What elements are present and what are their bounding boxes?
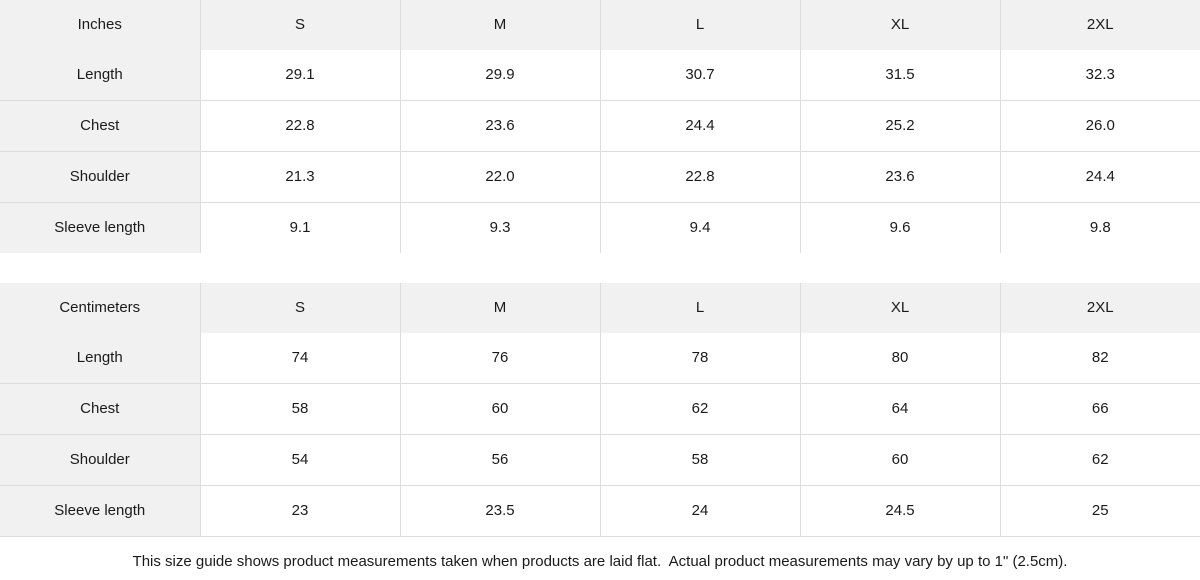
cell-length-l: 78 bbox=[600, 333, 801, 384]
size-table-inches: Inches S M L XL 2XL Length 29.1 29.9 30.… bbox=[0, 0, 1200, 253]
size-guide-note: This size guide shows product measuremen… bbox=[0, 536, 1200, 580]
size-header-l: L bbox=[600, 0, 801, 50]
size-header-2xl: 2XL bbox=[1000, 0, 1200, 50]
size-header-2xl: 2XL bbox=[1000, 283, 1200, 333]
size-header-xl: XL bbox=[800, 0, 1001, 50]
cell-chest-2xl: 66 bbox=[1000, 383, 1200, 435]
cell-length-s: 29.1 bbox=[200, 50, 401, 101]
table-row: Chest 58 60 62 64 66 bbox=[0, 383, 1200, 435]
cell-shoulder-s: 21.3 bbox=[200, 151, 401, 203]
size-table-inches-head: Inches S M L XL 2XL bbox=[0, 0, 1200, 50]
table-row: Shoulder 54 56 58 60 62 bbox=[0, 434, 1200, 486]
size-table-centimeters: Centimeters S M L XL 2XL Length 74 76 78… bbox=[0, 283, 1200, 536]
cell-chest-m: 60 bbox=[400, 383, 601, 435]
cell-shoulder-m: 22.0 bbox=[400, 151, 601, 203]
size-header-m: M bbox=[400, 283, 601, 333]
cell-length-m: 29.9 bbox=[400, 50, 601, 101]
table-header-row: Centimeters S M L XL 2XL bbox=[0, 283, 1200, 333]
table-row: Chest 22.8 23.6 24.4 25.2 26.0 bbox=[0, 100, 1200, 152]
cell-length-s: 74 bbox=[200, 333, 401, 384]
cell-chest-xl: 64 bbox=[800, 383, 1001, 435]
row-label-length: Length bbox=[0, 333, 201, 384]
cell-chest-2xl: 26.0 bbox=[1000, 100, 1200, 152]
cell-length-2xl: 32.3 bbox=[1000, 50, 1200, 101]
unit-header-centimeters: Centimeters bbox=[0, 283, 201, 333]
cell-chest-l: 62 bbox=[600, 383, 801, 435]
row-label-shoulder: Shoulder bbox=[0, 434, 201, 486]
table-row: Sleeve length 9.1 9.3 9.4 9.6 9.8 bbox=[0, 202, 1200, 253]
cell-sleeve-length-xl: 24.5 bbox=[800, 485, 1001, 536]
row-label-length: Length bbox=[0, 50, 201, 101]
size-header-m: M bbox=[400, 0, 601, 50]
cell-length-m: 76 bbox=[400, 333, 601, 384]
cell-chest-s: 22.8 bbox=[200, 100, 401, 152]
cell-shoulder-l: 22.8 bbox=[600, 151, 801, 203]
row-label-sleeve-length: Sleeve length bbox=[0, 202, 201, 253]
cell-length-xl: 80 bbox=[800, 333, 1001, 384]
row-label-shoulder: Shoulder bbox=[0, 151, 201, 203]
row-label-sleeve-length: Sleeve length bbox=[0, 485, 201, 536]
cell-shoulder-s: 54 bbox=[200, 434, 401, 486]
cell-length-l: 30.7 bbox=[600, 50, 801, 101]
size-table-centimeters-head: Centimeters S M L XL 2XL bbox=[0, 283, 1200, 333]
cell-sleeve-length-s: 9.1 bbox=[200, 202, 401, 253]
cell-shoulder-2xl: 24.4 bbox=[1000, 151, 1200, 203]
cell-sleeve-length-s: 23 bbox=[200, 485, 401, 536]
cell-sleeve-length-l: 9.4 bbox=[600, 202, 801, 253]
table-row: Length 74 76 78 80 82 bbox=[0, 333, 1200, 384]
size-header-xl: XL bbox=[800, 283, 1001, 333]
table-row: Shoulder 21.3 22.0 22.8 23.6 24.4 bbox=[0, 151, 1200, 203]
cell-shoulder-xl: 23.6 bbox=[800, 151, 1001, 203]
unit-header-inches: Inches bbox=[0, 0, 201, 50]
row-label-chest: Chest bbox=[0, 100, 201, 152]
cell-sleeve-length-xl: 9.6 bbox=[800, 202, 1001, 253]
size-header-l: L bbox=[600, 283, 801, 333]
cell-shoulder-xl: 60 bbox=[800, 434, 1001, 486]
table-row: Sleeve length 23 23.5 24 24.5 25 bbox=[0, 485, 1200, 536]
table-header-row: Inches S M L XL 2XL bbox=[0, 0, 1200, 50]
cell-sleeve-length-2xl: 25 bbox=[1000, 485, 1200, 536]
cell-sleeve-length-l: 24 bbox=[600, 485, 801, 536]
size-table-centimeters-body: Length 74 76 78 80 82 Chest 58 60 62 64 … bbox=[0, 333, 1200, 536]
row-label-chest: Chest bbox=[0, 383, 201, 435]
size-header-s: S bbox=[200, 0, 401, 50]
size-header-s: S bbox=[200, 283, 401, 333]
cell-sleeve-length-m: 23.5 bbox=[400, 485, 601, 536]
table-row: Length 29.1 29.9 30.7 31.5 32.3 bbox=[0, 50, 1200, 101]
cell-length-2xl: 82 bbox=[1000, 333, 1200, 384]
cell-length-xl: 31.5 bbox=[800, 50, 1001, 101]
cell-chest-m: 23.6 bbox=[400, 100, 601, 152]
cell-sleeve-length-2xl: 9.8 bbox=[1000, 202, 1200, 253]
cell-sleeve-length-m: 9.3 bbox=[400, 202, 601, 253]
cell-chest-s: 58 bbox=[200, 383, 401, 435]
cell-chest-l: 24.4 bbox=[600, 100, 801, 152]
cell-shoulder-m: 56 bbox=[400, 434, 601, 486]
cell-shoulder-2xl: 62 bbox=[1000, 434, 1200, 486]
table-separator-gap bbox=[0, 253, 1200, 283]
size-table-inches-body: Length 29.1 29.9 30.7 31.5 32.3 Chest 22… bbox=[0, 50, 1200, 253]
cell-shoulder-l: 58 bbox=[600, 434, 801, 486]
cell-chest-xl: 25.2 bbox=[800, 100, 1001, 152]
